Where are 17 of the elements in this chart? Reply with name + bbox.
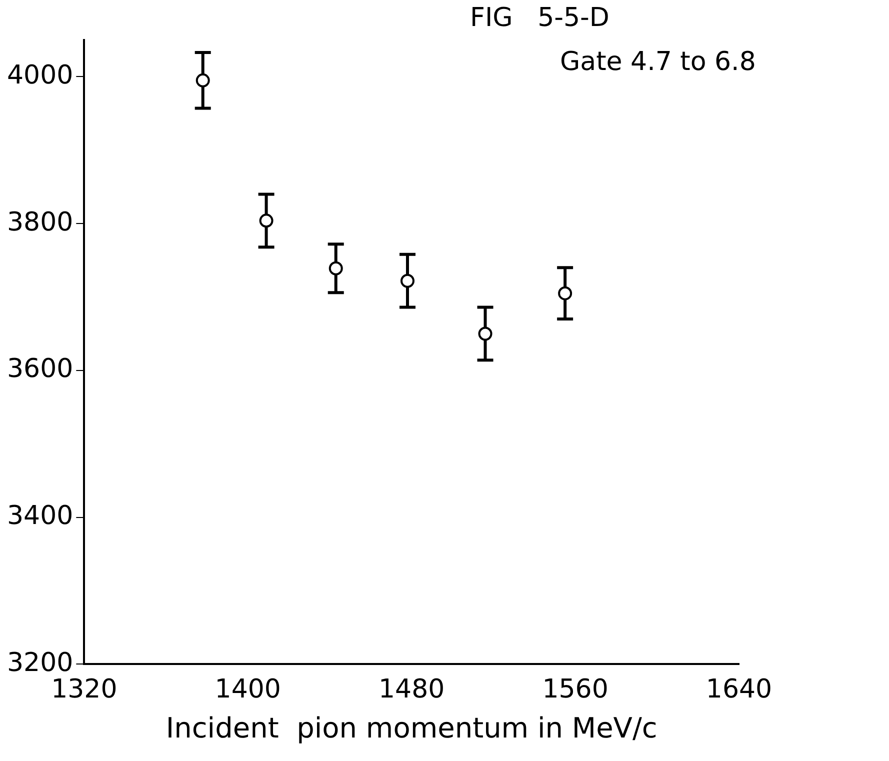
point <box>558 286 572 300</box>
x-tick-label: 1560 <box>542 674 608 705</box>
y-tick-label: 3600 <box>6 354 74 384</box>
annotation: Gate 4.7 to 6.8 <box>560 46 756 77</box>
point <box>196 73 210 88</box>
x-axis-title: Incident pion momentum in MeV/c <box>166 711 658 744</box>
chart-title: FIG 5-5-D <box>470 2 610 33</box>
x-tick-label: 1400 <box>214 674 281 705</box>
x-tick-label: 1480 <box>378 674 445 705</box>
point <box>259 214 274 228</box>
y-tick-label: 3400 <box>6 501 74 532</box>
y-tick-label: 3800 <box>6 207 74 238</box>
point <box>328 261 343 276</box>
point <box>400 274 414 288</box>
y-tick-label: 4000 <box>6 60 74 90</box>
point <box>478 326 492 341</box>
x-tick-label: 1640 <box>706 674 772 705</box>
